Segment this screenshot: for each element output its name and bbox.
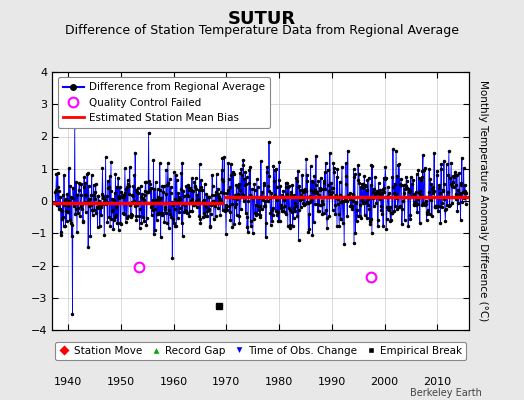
Text: Difference of Station Temperature Data from Regional Average: Difference of Station Temperature Data f… <box>65 24 459 37</box>
Text: 1960: 1960 <box>160 377 188 387</box>
Text: Berkeley Earth: Berkeley Earth <box>410 388 482 398</box>
Legend: Station Move, Record Gap, Time of Obs. Change, Empirical Break: Station Move, Record Gap, Time of Obs. C… <box>55 342 466 360</box>
Text: 1940: 1940 <box>54 377 82 387</box>
Text: 1990: 1990 <box>318 377 346 387</box>
Text: 1980: 1980 <box>265 377 293 387</box>
Text: 2010: 2010 <box>423 377 451 387</box>
Y-axis label: Monthly Temperature Anomaly Difference (°C): Monthly Temperature Anomaly Difference (… <box>478 80 488 322</box>
Text: 1950: 1950 <box>107 377 135 387</box>
Text: SUTUR: SUTUR <box>228 10 296 28</box>
Text: 1970: 1970 <box>212 377 241 387</box>
Legend: Difference from Regional Average, Quality Control Failed, Estimated Station Mean: Difference from Regional Average, Qualit… <box>58 77 270 128</box>
Text: 2000: 2000 <box>370 377 399 387</box>
